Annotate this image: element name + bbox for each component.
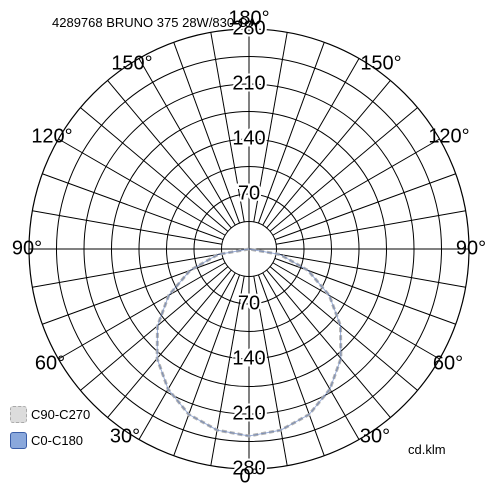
grid-spoke <box>257 274 325 456</box>
grid-spoke <box>173 274 241 456</box>
grid-ring <box>221 221 277 277</box>
grid-spoke <box>257 42 325 224</box>
grid-ring <box>28 28 470 470</box>
grid-spoke <box>266 80 391 229</box>
angle-label-30-right: 30° <box>360 425 390 447</box>
angle-label-90-left: 90° <box>12 237 42 259</box>
angle-label-150-left: 150° <box>111 52 152 74</box>
grid-spoke <box>58 138 226 236</box>
chart-title: 4289768 BRUNO 375 28W/830 OA <box>52 15 257 30</box>
radial-tick-label: 70 <box>238 182 260 204</box>
grid-ring <box>83 83 415 415</box>
grid-spoke <box>173 42 241 224</box>
grid-spoke <box>210 275 245 466</box>
legend-label-c90-c270: C90-C270 <box>31 407 91 422</box>
grid-spoke <box>42 173 224 241</box>
grid-spoke <box>275 210 466 245</box>
angle-label-30-left: 30° <box>110 425 140 447</box>
grid-spoke <box>266 269 391 418</box>
angle-label-120-left: 120° <box>31 125 72 147</box>
grid-ring <box>138 138 360 360</box>
legend-item-c90-c270: C90-C270 <box>10 406 90 423</box>
angle-label-60-right: 60° <box>433 352 463 374</box>
grid-spoke <box>80 107 229 232</box>
angle-label-60-left: 60° <box>35 352 65 374</box>
unit-label: cd.klm <box>408 442 446 457</box>
grid-spoke <box>138 272 236 440</box>
grid-spoke <box>274 173 456 241</box>
angle-label-150-right: 150° <box>360 52 401 74</box>
grid-spoke <box>269 107 418 232</box>
angle-label-90-right: 90° <box>456 237 486 259</box>
grid-spoke <box>269 266 418 391</box>
legend-swatch-c90-c270 <box>10 406 27 423</box>
grid-ring <box>56 56 442 442</box>
light-distribution-curves <box>155 247 343 438</box>
radial-tick-label: 140 <box>232 347 265 369</box>
angle-label-180: 180° <box>228 7 269 29</box>
radial-tick-label: 210 <box>232 402 265 424</box>
grid-spoke <box>32 210 223 245</box>
radial-tick-label: 70 <box>238 292 260 314</box>
grid-spoke <box>210 32 245 223</box>
radial-tick-label: 280 <box>232 17 265 39</box>
curve-c0-c180 <box>156 248 342 437</box>
grid-ring <box>193 193 305 305</box>
grid-spoke <box>262 58 360 226</box>
grid-ring <box>166 166 332 332</box>
grid-spoke <box>275 253 466 288</box>
grid-spoke <box>272 138 440 236</box>
grid-spoke <box>272 262 440 360</box>
grid-spoke <box>80 266 229 391</box>
grid-spoke <box>58 262 226 360</box>
radial-tick-label: 210 <box>232 72 265 94</box>
legend-item-c0-c180: C0-C180 <box>10 432 83 449</box>
grid-spoke <box>262 272 360 440</box>
grid-spoke <box>253 32 288 223</box>
legend-swatch-c0-c180 <box>10 432 27 449</box>
radial-tick-label: 280 <box>232 457 265 479</box>
angle-label-120-right: 120° <box>428 125 469 147</box>
radial-tick-label: 140 <box>232 127 265 149</box>
grid-spoke <box>32 253 223 288</box>
grid-spoke <box>138 58 236 226</box>
grid-spoke <box>274 257 456 325</box>
angle-label-0: 0° <box>239 465 258 487</box>
legend-label-c0-c180: C0-C180 <box>31 433 84 448</box>
grid-spoke <box>253 275 288 466</box>
grid-ring <box>111 111 387 387</box>
grid-spoke <box>107 80 232 229</box>
grid-spoke <box>107 269 232 418</box>
